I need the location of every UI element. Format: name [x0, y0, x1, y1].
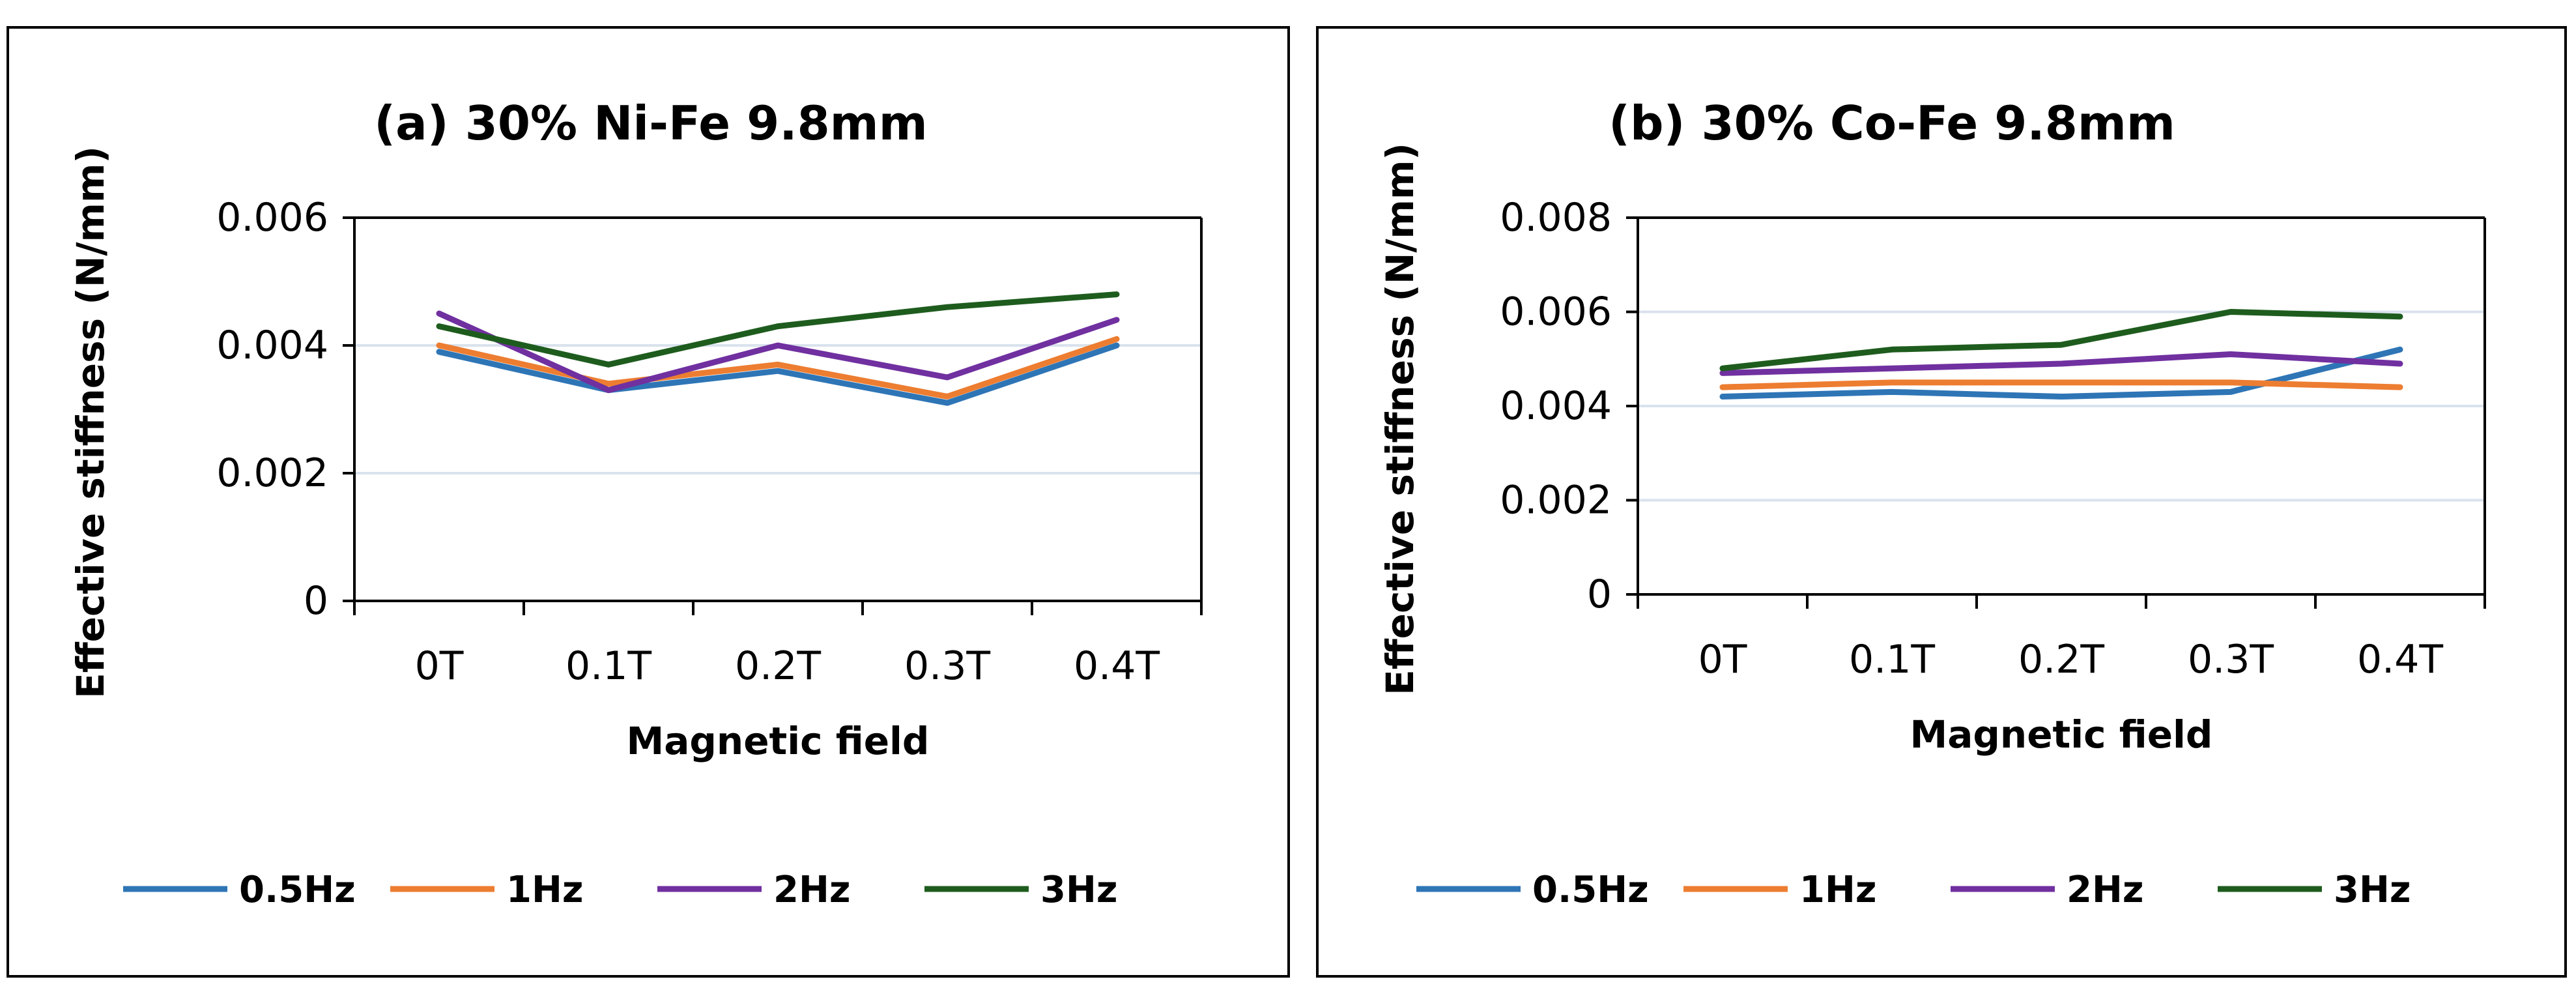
chart-a-xlabel: Magnetic field	[627, 719, 930, 763]
chart-b-ytick-label-1: 0.002	[1500, 478, 1612, 523]
chart-a-ytick-label-1: 0.002	[216, 450, 328, 496]
chart-b-title: (b) 30% Co-Fe 9.8mm	[1609, 96, 2175, 151]
chart-b-ytick-label-2: 0.004	[1500, 383, 1612, 429]
chart-b-xtick-label-0: 0T	[1698, 637, 1747, 682]
chart-b-legend-label-2: 2Hz	[2067, 869, 2143, 911]
chart-b-legend-label-3: 3Hz	[2334, 869, 2411, 911]
chart-a-title: (a) 30% Ni-Fe 9.8mm	[374, 96, 927, 151]
chart-b-xtick-label-1: 0.1T	[1849, 637, 1935, 682]
chart-a-xtick-label-1: 0.1T	[565, 643, 651, 689]
chart-a-xtick-label-2: 0.2T	[735, 643, 821, 689]
chart-a-ytick-label-2: 0.004	[216, 323, 328, 368]
chart-a-svg: (a) 30% Ni-Fe 9.8mm 0 0.002 0.004 0.006 0T 0.1…	[68, 96, 1203, 911]
chart-b-svg: (b) 30% Co-Fe 9.8mm 0 0.002 0.004 0.006 0.008…	[1378, 96, 2486, 911]
chart-a-xtick-label-3: 0.3T	[904, 643, 990, 689]
chart-a-legend-label-2: 2Hz	[773, 869, 850, 911]
chart-panel-a: (a) 30% Ni-Fe 9.8mm 0 0.002 0.004 0.006 0T 0.1…	[7, 26, 1290, 978]
chart-b-ylabel: Effective stiffness (N/mm)	[1378, 143, 1422, 695]
chart-b-series-line-1Hz	[1719, 379, 2403, 390]
chart-a-ylabel: Effective stiffness (N/mm)	[68, 146, 113, 699]
chart-b-ytick-label-3: 0.006	[1500, 289, 1612, 335]
chart-b-ytick-label-0: 0	[1587, 572, 1612, 617]
chart-a-ytick-label-0: 0	[304, 578, 328, 624]
chart-panel-b: (b) 30% Co-Fe 9.8mm 0 0.002 0.004 0.006 0.008…	[1316, 26, 2567, 978]
chart-a-legend-label-0: 0.5Hz	[239, 869, 356, 911]
chart-a-legend-label-3: 3Hz	[1040, 869, 1117, 911]
chart-b-xlabel: Magnetic field	[1910, 712, 2213, 757]
chart-a-xtick-label-0: 0T	[415, 643, 464, 689]
chart-b-xtick-label-2: 0.2T	[2018, 637, 2104, 682]
chart-b-ytick-label-4: 0.008	[1500, 195, 1612, 240]
chart-b-xtick-label-4: 0.4T	[2357, 637, 2443, 682]
chart-b-legend-label-0: 0.5Hz	[1532, 869, 1649, 911]
chart-b-legend-label-1: 1Hz	[1799, 869, 1876, 911]
chart-a-ytick-label-3: 0.006	[216, 195, 328, 240]
chart-a-xtick-label-4: 0.4T	[1074, 643, 1160, 689]
chart-a-legend-label-1: 1Hz	[506, 869, 583, 911]
chart-b-xtick-label-3: 0.3T	[2188, 637, 2274, 682]
